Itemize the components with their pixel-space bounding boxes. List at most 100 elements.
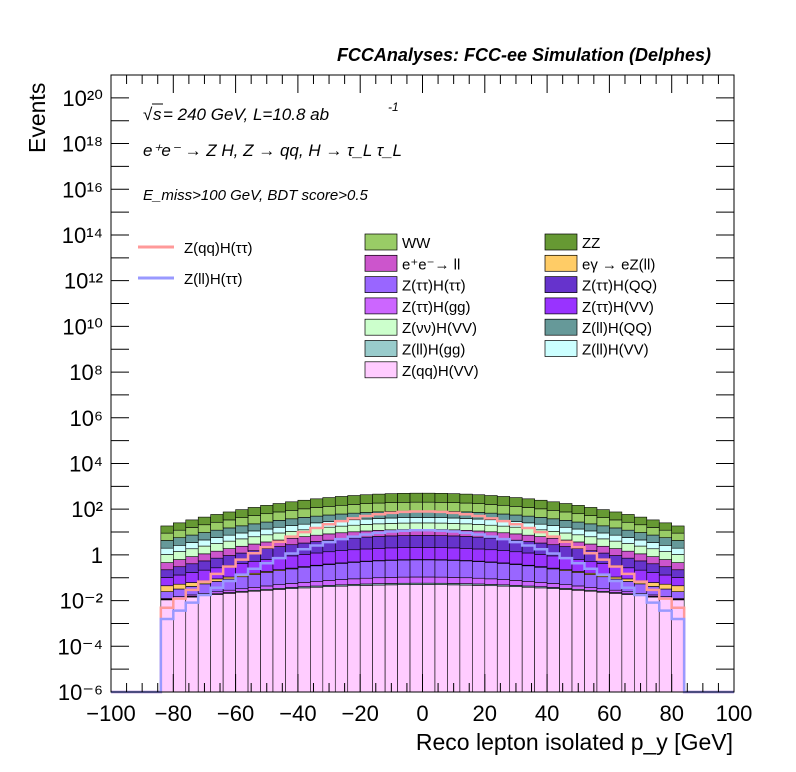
bar-Z(qq)H(VV)	[185, 596, 199, 693]
bar-Z(ττ)H(gg)	[384, 577, 398, 584]
bar-e⁺e⁻→ ll	[322, 533, 336, 541]
bar-eγ → eZ(ll)	[210, 578, 224, 582]
bar-e⁺e⁻→ ll	[584, 543, 598, 552]
bar-Z(qq)H(VV)	[509, 586, 523, 693]
bar-Z(qq)H(VV)	[484, 585, 498, 693]
bar-Z(νν)H(VV)	[210, 543, 224, 552]
bar-Z(ll)H(QQ)	[173, 537, 187, 546]
bar-Z(ττ)H(QQ)	[634, 560, 648, 571]
bar-ZZ	[534, 499, 548, 510]
bar-Z(qq)H(VV)	[397, 584, 411, 693]
bar-Z(ττ)H(ττ)	[509, 564, 523, 581]
bar-Z(ll)H(QQ)	[297, 517, 311, 525]
bar-Z(ll)H(VV)	[621, 537, 635, 544]
bar-Z(ττ)H(VV)	[534, 554, 548, 567]
bar-Z(ττ)H(gg)	[409, 576, 423, 584]
bar-e⁺e⁻→ ll	[197, 553, 211, 562]
y-tick-label: 1	[91, 543, 103, 568]
legend-swatch	[364, 276, 398, 293]
bar-Z(ττ)H(ττ)	[546, 568, 560, 584]
bar-Z(ττ)H(ττ)	[235, 576, 249, 590]
bar-Z(ττ)H(ττ)	[571, 572, 585, 587]
annotation-energy-text: = 240 GeV, L=10.8 ab	[163, 105, 329, 124]
bar-Z(νν)H(VV)	[173, 551, 187, 560]
bar-Z(ττ)H(VV)	[359, 548, 373, 562]
legend-swatch	[544, 254, 578, 272]
signal-line-Z(qq)H(ττ)	[111, 510, 734, 694]
bar-ZZ	[596, 509, 610, 518]
annotation-energy-symbol: s	[153, 105, 162, 124]
legend-label: Z(ττ)H(VV)	[582, 299, 654, 316]
bar-WW	[596, 517, 610, 527]
bar-Z(ττ)H(gg)	[359, 577, 373, 585]
bar-Z(ττ)H(QQ)	[160, 569, 174, 578]
y-tick-label: 10¹⁶	[62, 177, 103, 202]
bar-Z(ττ)H(gg)	[247, 586, 261, 591]
bar-Z(qq)H(VV)	[621, 594, 635, 693]
bar-Z(ττ)H(gg)	[260, 585, 274, 590]
bar-Z(ττ)H(QQ)	[496, 538, 511, 551]
bar-Z(qq)H(VV)	[559, 589, 573, 693]
bar-Z(ττ)H(ττ)	[285, 568, 299, 584]
bar-Z(νν)H(VV)	[347, 524, 361, 533]
bar-Z(νν)H(VV)	[584, 536, 598, 545]
y-axis-label: Events	[24, 83, 50, 153]
bar-Z(qq)H(VV)	[671, 599, 685, 693]
bar-Z(ττ)H(QQ)	[422, 535, 436, 548]
bar-Z(qq)H(VV)	[322, 586, 336, 693]
bar-Z(ττ)H(QQ)	[571, 548, 585, 560]
bar-Z(ττ)H(ττ)	[160, 591, 174, 599]
bar-Z(qq)H(VV)	[571, 589, 585, 693]
bar-Z(νν)H(VV)	[384, 523, 398, 531]
bar-Z(ττ)H(QQ)	[484, 537, 498, 551]
bar-Z(ττ)H(VV)	[185, 572, 199, 583]
bar-Z(qq)H(VV)	[409, 584, 423, 693]
bar-Z(νν)H(VV)	[334, 525, 349, 534]
bar-eγ → eZ(ll)	[185, 582, 199, 587]
bar-Z(qq)H(VV)	[459, 584, 473, 693]
bar-Z(ττ)H(VV)	[297, 554, 311, 567]
x-tick-label: −60	[217, 701, 254, 726]
legend-swatch	[364, 233, 398, 251]
bar-e⁺e⁻→ ll	[534, 536, 548, 544]
legend-label: eγ → eZ(ll)	[582, 256, 655, 273]
bar-e⁺e⁻→ ll	[185, 556, 199, 565]
bar-Z(ττ)H(QQ)	[596, 552, 610, 564]
bar-WW	[634, 524, 648, 533]
bar-Z(qq)H(VV)	[447, 584, 461, 693]
bar-Z(ll)H(QQ)	[334, 513, 349, 521]
bar-Z(ll)H(QQ)	[546, 518, 560, 526]
bar-WW	[459, 502, 473, 513]
bar-WW	[384, 502, 398, 512]
svg-text:√: √	[143, 105, 153, 124]
bar-Z(νν)H(VV)	[409, 522, 423, 530]
bar-Z(νν)H(VV)	[596, 538, 610, 547]
bar-Z(νν)H(VV)	[260, 534, 274, 543]
bar-Z(ll)H(VV)	[285, 525, 299, 532]
bar-Z(νν)H(VV)	[571, 534, 585, 543]
bar-Z(qq)H(VV)	[422, 584, 436, 693]
bar-Z(νν)H(VV)	[447, 523, 461, 531]
y-tick-label: 10¹⁸	[62, 132, 103, 157]
x-tick-label: 20	[473, 701, 497, 726]
signal-lines	[111, 510, 734, 694]
bar-Z(ττ)H(VV)	[397, 547, 411, 560]
bar-Z(νν)H(VV)	[521, 528, 535, 536]
bar-ZZ	[210, 514, 224, 523]
x-tick-label: 100	[716, 701, 753, 726]
bar-WW	[397, 502, 411, 512]
bar-Z(qq)H(VV)	[160, 599, 174, 693]
bar-ZZ	[197, 516, 211, 526]
annotation-process-text: e⁺e⁻ → Z H, Z → qq, H → τ_L τ_L	[143, 141, 402, 160]
bar-ZZ	[634, 516, 648, 526]
bar-ZZ	[434, 493, 448, 503]
bar-Z(ττ)H(ττ)	[334, 563, 349, 580]
bar-Z(νν)H(VV)	[235, 538, 249, 547]
bar-WW	[409, 501, 423, 512]
bar-Z(qq)H(VV)	[359, 585, 373, 693]
bar-Z(ll)H(QQ)	[222, 527, 236, 536]
bar-Z(ll)H(VV)	[546, 525, 560, 532]
bar-Z(ττ)H(QQ)	[621, 557, 635, 569]
bar-ZZ	[472, 494, 486, 504]
